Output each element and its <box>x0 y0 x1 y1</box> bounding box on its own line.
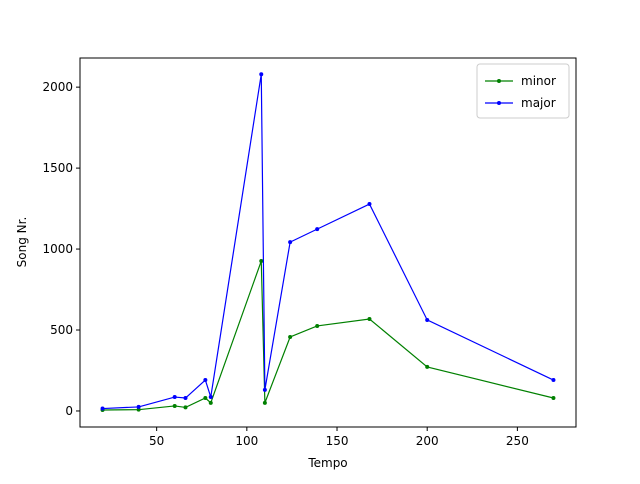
data-point <box>551 378 556 383</box>
data-point <box>367 202 372 207</box>
data-point <box>183 396 188 401</box>
y-tick-label: 1500 <box>42 161 73 175</box>
data-point <box>136 407 141 412</box>
y-tick-label: 2000 <box>42 80 73 94</box>
legend-marker <box>497 79 501 83</box>
x-axis-label: Tempo <box>307 456 347 470</box>
legend-marker <box>497 101 501 105</box>
x-tick-label: 100 <box>235 434 258 448</box>
y-axis-label: Song Nr. <box>15 217 29 268</box>
data-point <box>183 405 188 410</box>
data-point <box>208 400 213 405</box>
data-point <box>136 404 141 409</box>
x-tick-label: 200 <box>416 434 439 448</box>
data-point <box>208 395 213 400</box>
data-point <box>259 72 264 77</box>
data-point <box>288 240 293 245</box>
data-point <box>262 400 267 405</box>
data-point <box>315 227 320 232</box>
data-point <box>172 403 177 408</box>
data-point <box>551 396 556 401</box>
data-point <box>425 364 430 369</box>
series-line <box>102 260 554 411</box>
data-point <box>259 259 264 264</box>
y-tick-label: 1000 <box>42 242 73 256</box>
legend-label: major <box>521 96 556 110</box>
x-tick-label: 50 <box>149 434 164 448</box>
data-point <box>203 396 208 401</box>
x-tick-label: 250 <box>506 434 529 448</box>
data-point <box>172 395 177 400</box>
data-point <box>425 317 430 322</box>
series-line <box>102 74 554 410</box>
y-tick-label: 0 <box>65 404 73 418</box>
x-tick-label: 150 <box>326 434 349 448</box>
data-point <box>100 406 105 411</box>
data-point <box>288 334 293 339</box>
plot-area <box>79 57 577 428</box>
y-tick-label: 500 <box>50 323 73 337</box>
legend-label: minor <box>521 74 556 88</box>
data-point <box>367 317 372 322</box>
data-point <box>262 387 267 392</box>
data-point <box>203 378 208 383</box>
data-point <box>315 323 320 328</box>
